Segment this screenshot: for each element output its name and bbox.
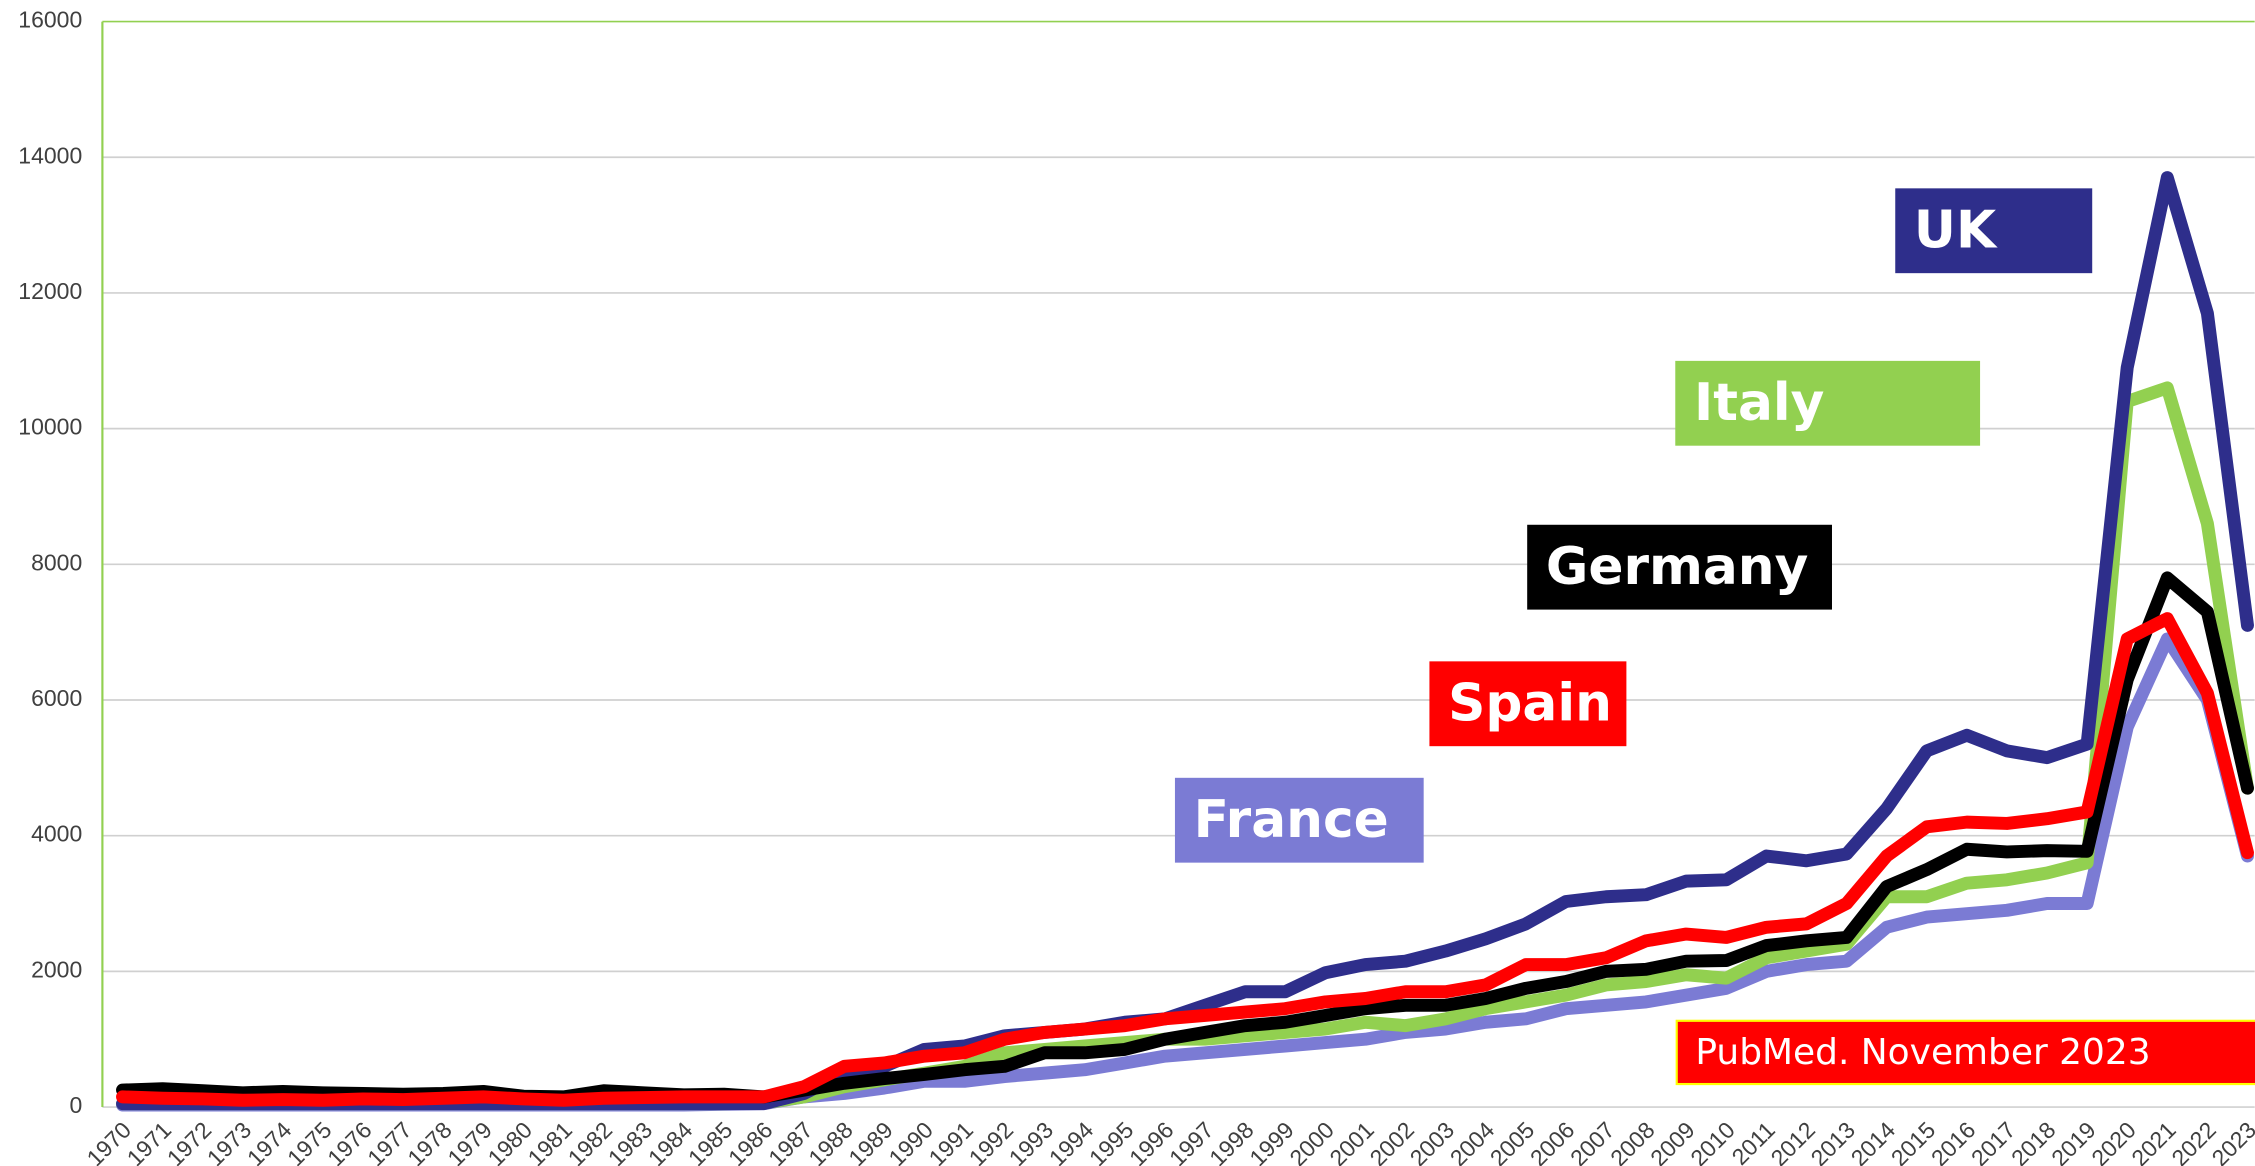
legend-box	[1675, 360, 1981, 446]
y-tick-label: 12000	[18, 278, 82, 304]
legend-label: UK	[1914, 201, 1998, 261]
legend-label: Italy	[1694, 373, 1824, 433]
legend-label: Germany	[1546, 537, 1809, 597]
legend-label: France	[1194, 790, 1389, 850]
legend-box	[1895, 188, 2093, 274]
y-tick-label: 14000	[18, 142, 82, 168]
series-line	[116, 612, 2254, 1107]
legend-box	[1174, 777, 1424, 863]
y-tick-label: 4000	[31, 821, 82, 847]
series-line	[116, 171, 2254, 1111]
legend-label: Spain	[1448, 674, 1612, 734]
y-tick-label: 0	[69, 1092, 82, 1118]
annotation-box	[1675, 1019, 2255, 1086]
y-tick-label: 2000	[31, 956, 82, 982]
legend-box	[1429, 661, 1627, 747]
legend-box	[1527, 524, 1832, 610]
y-tick-label: 6000	[31, 685, 82, 711]
y-tick-label: 10000	[18, 414, 82, 440]
annotation: PubMed. November 2023	[1695, 1032, 2150, 1073]
y-tick-label: 16000	[18, 7, 82, 33]
y-tick-label: 8000	[31, 549, 82, 575]
